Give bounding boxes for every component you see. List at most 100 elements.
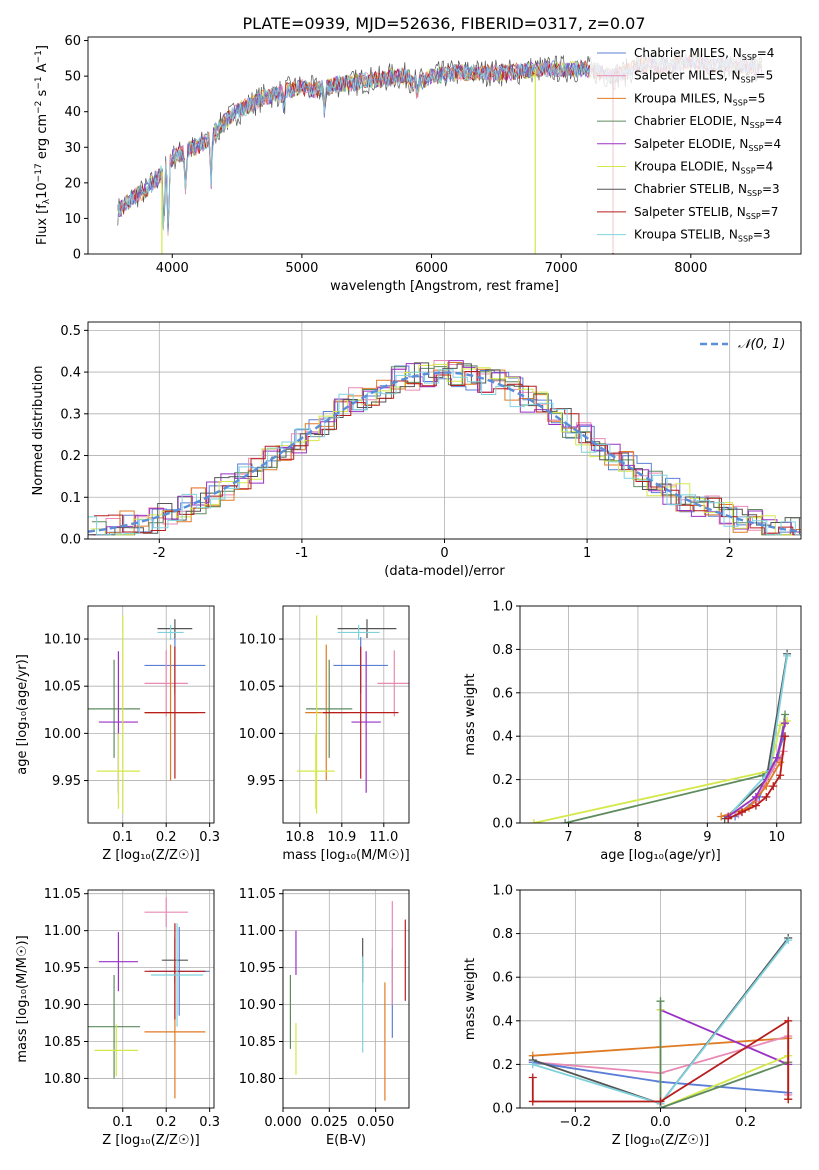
x-tick-label: 0.2: [156, 1115, 177, 1130]
errorbar-salpeter-miles: [144, 897, 188, 927]
legend-model: Salpeter MILES, N: [634, 69, 741, 83]
y-axis-label: Normed distribution: [31, 366, 46, 496]
legend-label: Chabrier ELODIE, NSSP=4: [634, 114, 782, 130]
y-tick-label: 10: [64, 212, 81, 227]
legend-count: =4: [756, 160, 774, 174]
axes-age-vs-mass: 10.8 10.9 11.0 9.95 10.00 10.05 10.10 mass [log…: [239, 605, 410, 863]
x-tick-label: 5000: [285, 261, 318, 276]
figure-title: PLATE=0939, MJD=52636, FIBERID=0317, z=0…: [242, 14, 645, 33]
x-tick-label: 11.0: [369, 830, 398, 845]
x-tick-label: -2: [153, 546, 166, 561]
axes-frame: [282, 889, 410, 1109]
x-tick-label: 8000: [674, 261, 707, 276]
legend-sub: SSP: [741, 76, 756, 85]
errorbar-salpeter-stelib: [322, 646, 399, 779]
weight-marker: [528, 1073, 537, 1082]
label-sup: −1: [34, 76, 44, 89]
y-tick-label: 0.2: [60, 449, 81, 464]
y-tick-label: 0.0: [492, 1102, 513, 1117]
x-tick-label: 10.8: [285, 830, 314, 845]
axes-frame: [87, 889, 215, 1109]
x-tick-label: 9: [703, 830, 711, 845]
clipped-series: [88, 615, 206, 814]
errorbar-chabrier-stelib: [337, 619, 397, 639]
y-tick-label: 10.85: [239, 1035, 276, 1050]
legend: 𝒩(0, 1): [700, 337, 785, 352]
histogram-kroupa-miles: [91, 362, 801, 536]
y-axis-label: mass [log₁₀(M/M☉)]: [15, 935, 30, 1062]
y-axis-label: Flux [fλ10−17 erg cm−2 s−1 A−1]: [34, 45, 52, 245]
label-sup: −1: [34, 50, 44, 63]
y-tick-label: 40: [64, 105, 81, 120]
y-tick-label: 1.0: [492, 600, 513, 615]
y-tick-label: 20: [64, 176, 81, 191]
y-tick-label: 0.8: [492, 643, 513, 658]
legend-count: =4: [763, 137, 781, 151]
legend-label: Chabrier STELIB, NSSP=3: [634, 182, 780, 198]
y-tick-label: 30: [64, 141, 81, 156]
legend-model: Kroupa ELODIE, N: [634, 160, 741, 174]
axes-frame: [87, 605, 215, 824]
legend-label: Salpeter ELODIE, NSSP=4: [634, 137, 781, 153]
label-sup: −2: [34, 101, 44, 114]
legend-count: =4: [765, 114, 783, 128]
weight-line-salpeter-elodie: [660, 1009, 789, 1066]
y-tick-label: 10.00: [44, 727, 81, 742]
y-tick-label: 0.5: [60, 324, 81, 339]
legend-label: Kroupa ELODIE, NSSP=4: [634, 160, 773, 176]
label-part: erg cm: [35, 114, 50, 163]
y-tick-label: 0.8: [492, 927, 513, 942]
y-tick-label: 10.05: [44, 680, 81, 695]
weight-marker: [717, 812, 726, 821]
axes-frame: [282, 605, 410, 824]
x-tick-label: 0.2: [156, 830, 177, 845]
weight-line-salpeter-elodie: [727, 722, 786, 818]
plot-area: [520, 605, 801, 824]
y-tick-label: 50: [64, 70, 81, 85]
x-tick-label: 10: [768, 830, 785, 845]
legend-label: Salpeter MILES, NSSP=5: [634, 69, 773, 85]
weight-marker: [751, 801, 760, 810]
clipped-series: [529, 649, 792, 823]
y-tick-label: 11.00: [239, 924, 276, 939]
weight-marker: [656, 1097, 665, 1106]
x-tick-label: 6000: [415, 261, 448, 276]
legend-label: 𝒩(0, 1): [738, 337, 785, 352]
legend-model: Chabrier MILES, N: [634, 46, 742, 60]
errorbar-chabrier-elodie: [88, 659, 141, 758]
label-part: 10: [35, 182, 50, 199]
errorbar-kroupa-stelib: [157, 624, 184, 640]
x-tick-label: 0.1: [112, 1115, 133, 1130]
y-tick-label: 10.10: [44, 633, 81, 648]
weight-marker: [528, 1097, 537, 1106]
x-axis-label: Z [log₁₀(Z/Z☉)]: [612, 1133, 709, 1148]
weight-marker: [561, 819, 570, 823]
histogram-kroupa-stelib: [88, 369, 801, 536]
clipped-series: [88, 897, 210, 1099]
y-tick-label: 0.4: [492, 730, 513, 745]
legend-model: Kroupa STELIB, N: [634, 228, 738, 242]
x-tick-label: 2: [726, 546, 734, 561]
legend-count: =4: [757, 46, 775, 60]
axes-mass-weight-vs-Z: −0.2 0.0 0.2 0.0 0.2 0.4 0.6 0.8 1.0 Z [log₁₀(Z/Z…: [463, 884, 802, 1148]
errorbar-salpeter-elodie: [351, 651, 381, 793]
legend-sub: SSP: [750, 121, 765, 130]
legend-box: [590, 41, 798, 253]
weight-marker: [769, 782, 778, 791]
x-tick-label: 0.1: [112, 830, 133, 845]
plot-area: [88, 606, 214, 823]
legend-count: =5: [748, 91, 766, 105]
histogram-chabrier-stelib: [88, 362, 801, 536]
weight-marker: [781, 732, 790, 741]
weight-marker: [784, 1016, 793, 1025]
y-tick-label: 11.05: [44, 887, 81, 902]
legend-count: =3: [762, 182, 780, 196]
clipped-series: [296, 615, 409, 814]
plot-area: [88, 322, 801, 540]
weight-marker: [781, 710, 790, 719]
x-axis-label: wavelength [Angstrom, rest frame]: [330, 279, 559, 294]
y-tick-label: 11.00: [44, 924, 81, 939]
legend-model: Salpeter ELODIE, N: [634, 137, 748, 151]
x-axis-label: E(B-V): [326, 1133, 366, 1148]
histogram-salpeter-elodie: [92, 360, 801, 536]
